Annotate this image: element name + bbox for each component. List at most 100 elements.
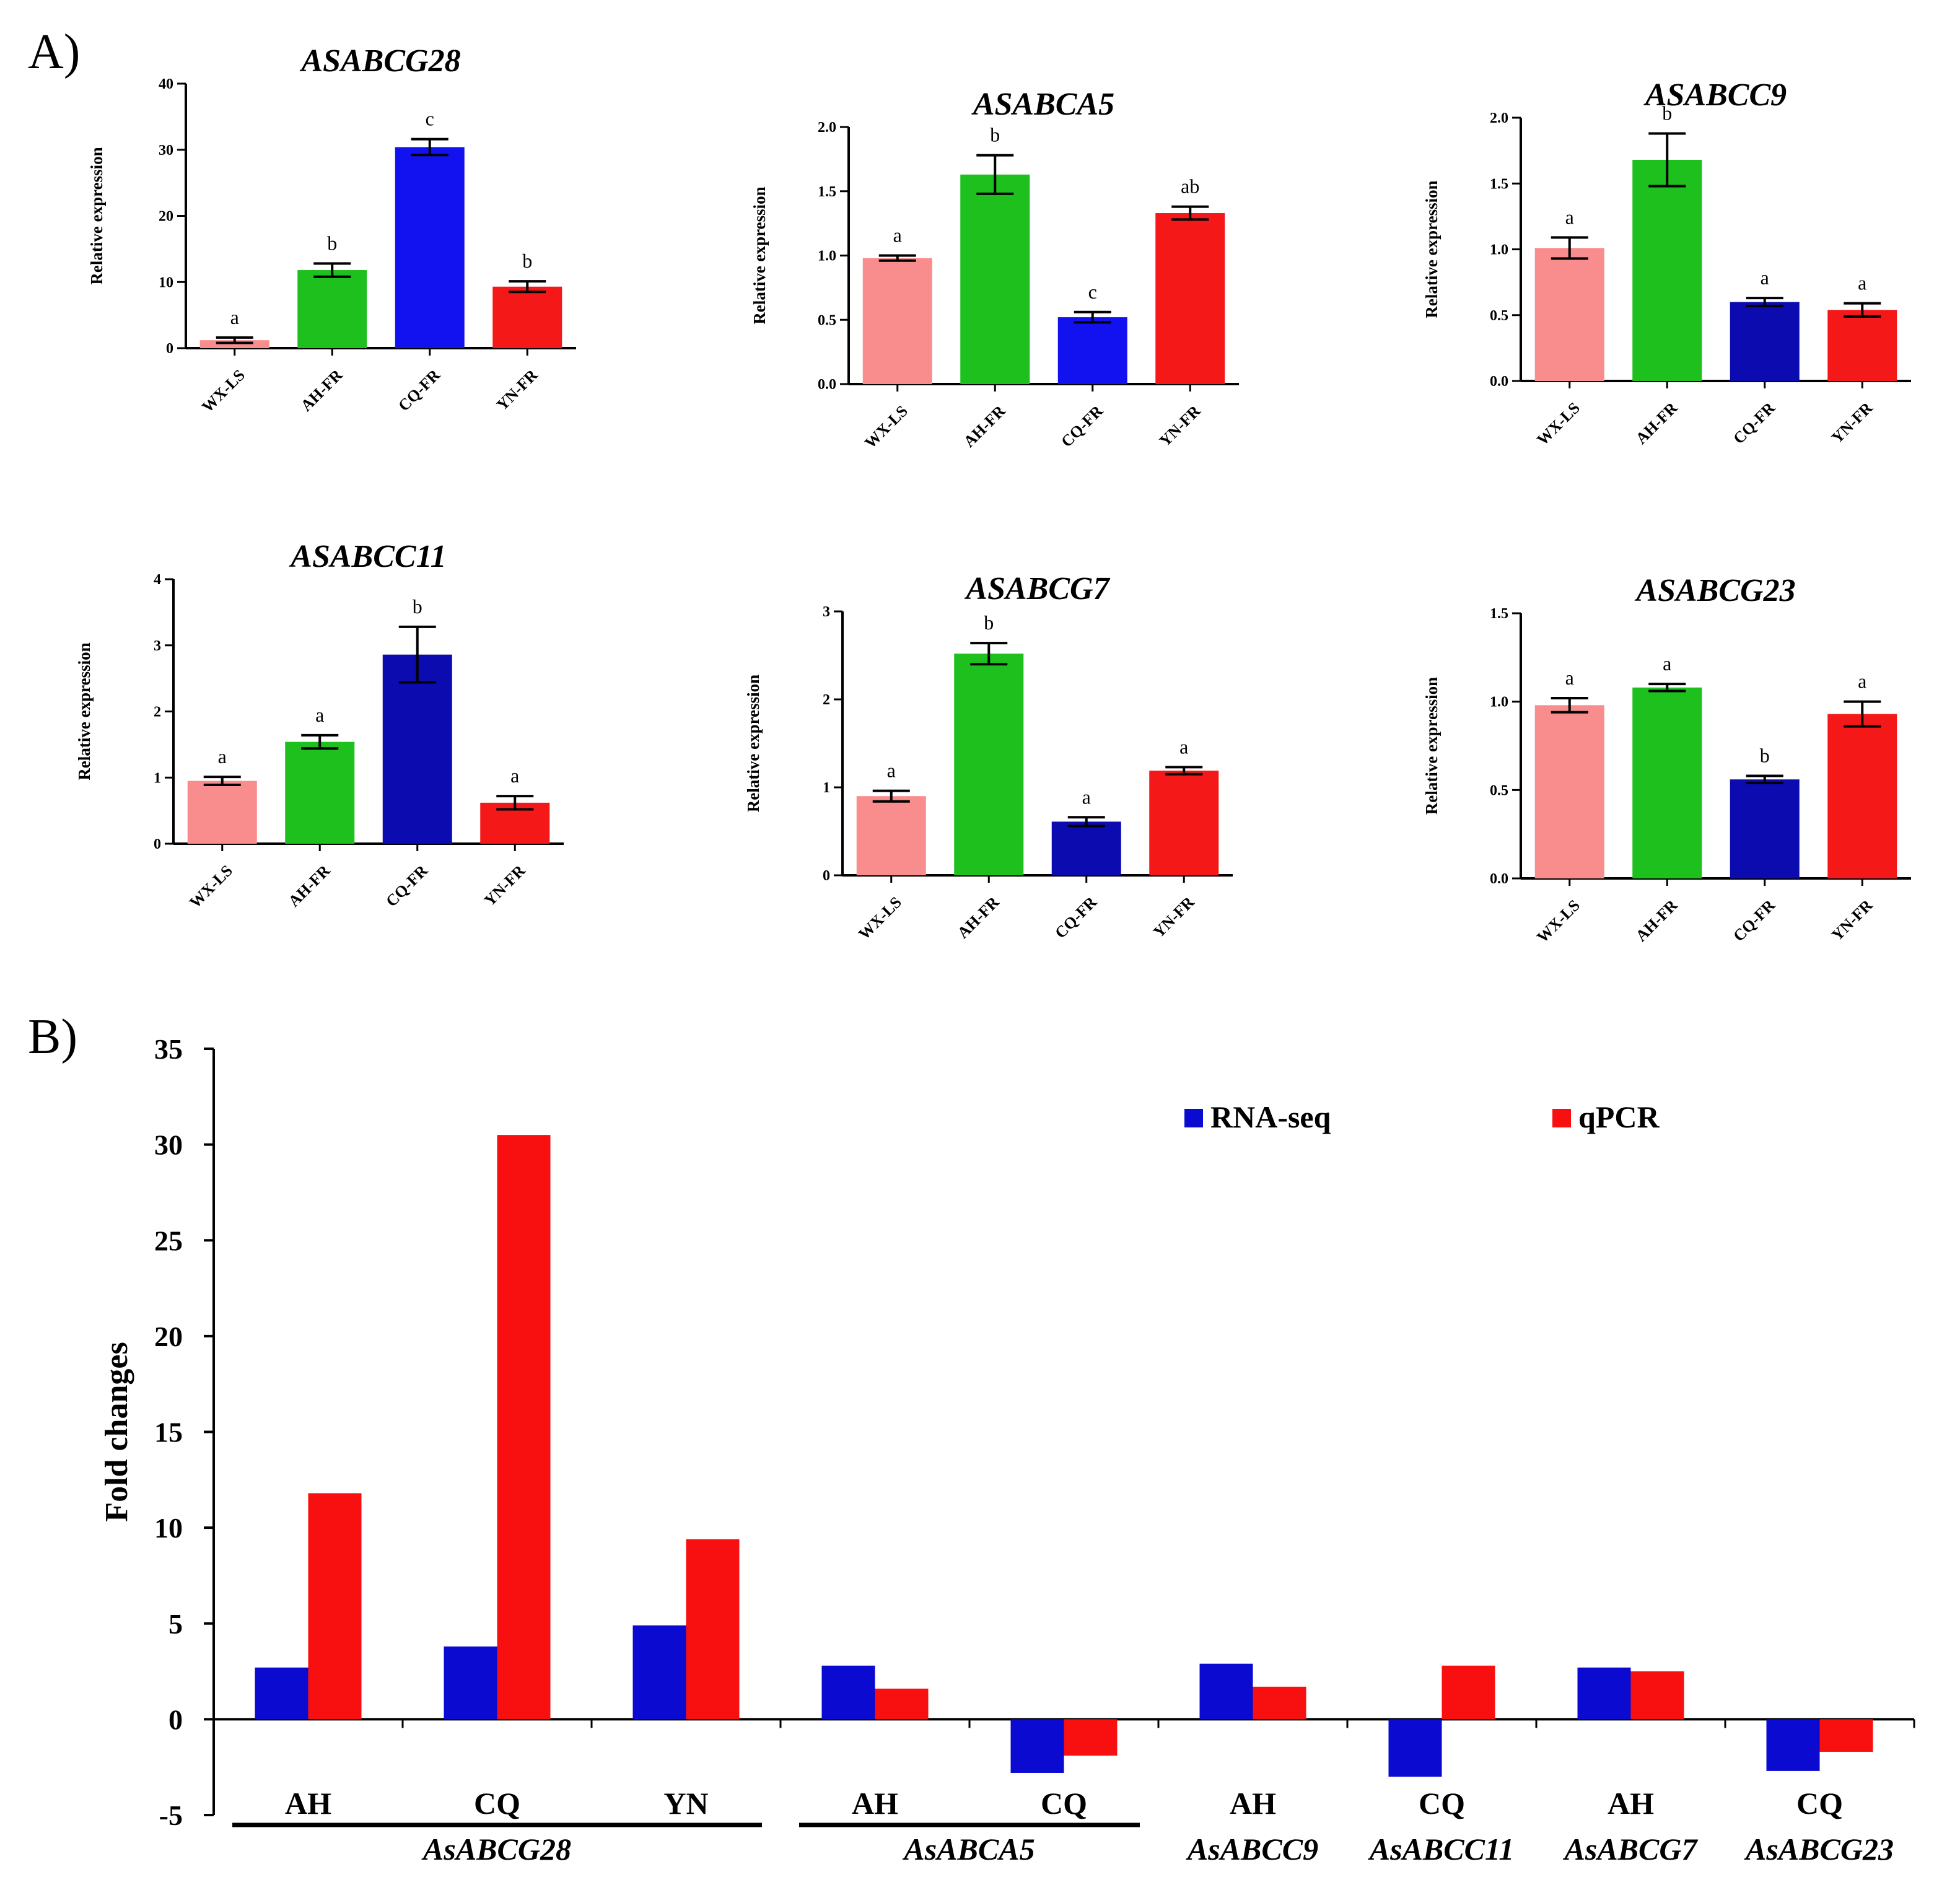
bar-rna-seq-ah (1577, 1667, 1631, 1720)
bar-rna-seq-ah (1199, 1663, 1253, 1720)
bar-yn-fr (1827, 714, 1897, 878)
significance-letter: a (1761, 266, 1769, 289)
y-axis-label: Relative expression (87, 147, 106, 284)
y-tick-label: 1.5 (818, 184, 836, 200)
significance-letter: b (413, 595, 422, 618)
bar-qpcr-cq (1064, 1719, 1118, 1756)
bar-rna-seq-cq (1388, 1719, 1442, 1777)
y-tick-label: 0.5 (1490, 308, 1508, 324)
x-tick-label: YN-FR (481, 862, 529, 910)
bar-cq-fr (395, 147, 465, 349)
y-tick-label: 0 (166, 341, 173, 357)
significance-letter: a (510, 764, 519, 787)
significance-letter: a (315, 704, 324, 726)
bar-ah-fr (954, 654, 1024, 875)
x-tick-label: WX-LS (198, 366, 248, 416)
y-tick-label: 20 (159, 209, 173, 225)
x-tick-label: CQ-FR (1057, 402, 1106, 451)
bar-qpcr-cq (497, 1135, 551, 1720)
bar-ah-fr (960, 174, 1030, 384)
panel-label-b: B) (28, 1010, 77, 1064)
bar-wx-ls (187, 781, 257, 844)
panel-b-fold-change-chart: -5 0 5 10 15 20 25 30 35 Fold changes AH CQ YN AH CQ AH… (99, 1033, 1915, 1866)
bar-ah-fr (1632, 160, 1702, 381)
y-tick-label: 10 (154, 1512, 183, 1544)
significance-letter: a (1663, 652, 1671, 675)
bar-cq-fr (382, 654, 452, 844)
bar-yn-fr (492, 286, 562, 348)
significance-letter: a (1082, 785, 1091, 808)
y-tick-label: 35 (154, 1033, 183, 1065)
bar-cq-fr (1051, 821, 1121, 875)
bar-rna-seq-ah (255, 1667, 308, 1720)
group-label: AH (1608, 1786, 1654, 1821)
bar-wx-ls (1534, 248, 1604, 381)
chart-title: ASABCC9 (1643, 77, 1787, 113)
x-tick-label: CQ-FR (1730, 896, 1778, 945)
y-tick-label: 0 (168, 1704, 183, 1735)
y-tick-label: 30 (159, 142, 173, 159)
x-tick-label: CQ-FR (382, 862, 431, 911)
bar-wx-ls (1534, 705, 1604, 878)
bar-qpcr-yn (686, 1539, 740, 1720)
group-label: CQ (474, 1786, 520, 1821)
x-tick-label: WX-LS (186, 862, 236, 912)
group-label: AH (852, 1786, 898, 1821)
legend-label: qPCR (1578, 1100, 1660, 1134)
chart-title: ASABCG23 (1634, 573, 1795, 608)
y-tick-label: 0.5 (1490, 782, 1508, 798)
y-axis-label: Relative expression (75, 642, 94, 780)
y-tick-label: 3 (154, 638, 161, 654)
significance-letter: a (1179, 735, 1188, 758)
chart-asabcg28: ASABCG28 Relative expression 0 10 20 30 40 a WX-… (87, 43, 576, 416)
x-tick-label: CQ-FR (1051, 893, 1100, 942)
bar-cq-fr (1057, 317, 1127, 384)
x-tick-label: AH-FR (960, 402, 1009, 451)
bar-rna-seq-cq (1766, 1719, 1820, 1771)
chart-asabcg23: ASABCG23 Relative expression 0.0 0.5 1.0 1.5 a… (1422, 573, 1911, 947)
y-tick-label: 25 (154, 1225, 183, 1256)
y-tick-label: 0 (823, 868, 830, 884)
bar-yn-fr (1149, 771, 1219, 875)
x-tick-label: WX-LS (1533, 896, 1583, 947)
x-tick-label: AH-FR (1632, 399, 1681, 448)
x-tick-label: CQ-FR (395, 366, 444, 415)
bar-qpcr-ah (1253, 1686, 1306, 1720)
significance-letter: a (1565, 206, 1574, 228)
group-label: AH (285, 1786, 331, 1821)
x-tick-label: YN-FR (1828, 399, 1876, 447)
y-tick-label: 4 (154, 572, 161, 588)
significance-letter: b (327, 232, 337, 254)
chart-title: ASABCC11 (289, 539, 446, 574)
y-tick-label: 40 (159, 76, 173, 92)
x-tick-label: AH-FR (954, 893, 1003, 942)
chart-asabcg7: ASABCG7 Relative expression 0 1 2 3 a WX-LS b AH-… (744, 571, 1233, 943)
bar-qpcr-cq (1442, 1665, 1495, 1720)
y-tick-label: 5 (168, 1608, 183, 1640)
y-axis-label: Fold changes (99, 1342, 134, 1521)
bar-wx-ls (856, 796, 926, 875)
y-tick-label: 1.0 (818, 248, 836, 265)
significance-letter: b (990, 124, 1000, 146)
significance-letter: b (1662, 102, 1672, 125)
group-label: CQ (1796, 1786, 1843, 1821)
significance-letter: a (1858, 272, 1866, 294)
y-tick-label: 0.0 (1490, 374, 1508, 390)
gene-label: AsABCG28 (421, 1832, 571, 1866)
legend-label: RNA-seq (1210, 1100, 1331, 1134)
y-axis-label: Relative expression (1422, 677, 1441, 815)
y-tick-label: 1.5 (1490, 176, 1508, 192)
bar-qpcr-ah (875, 1688, 929, 1720)
y-tick-label: 1 (154, 770, 161, 786)
x-tick-label: YN-FR (1150, 893, 1198, 942)
bar-qpcr-cq (1819, 1719, 1873, 1752)
chart-title: ASABCA5 (971, 87, 1114, 122)
x-tick-label: WX-LS (1533, 399, 1583, 449)
y-tick-label: 2 (823, 692, 830, 708)
bar-rna-seq-cq (444, 1646, 497, 1720)
legend-swatch (1184, 1109, 1203, 1127)
y-tick-label: 1 (823, 780, 830, 796)
gene-label: AsABCG7 (1563, 1832, 1699, 1866)
bar-ah-fr (1632, 687, 1702, 878)
y-tick-label: 2.0 (1490, 110, 1508, 126)
